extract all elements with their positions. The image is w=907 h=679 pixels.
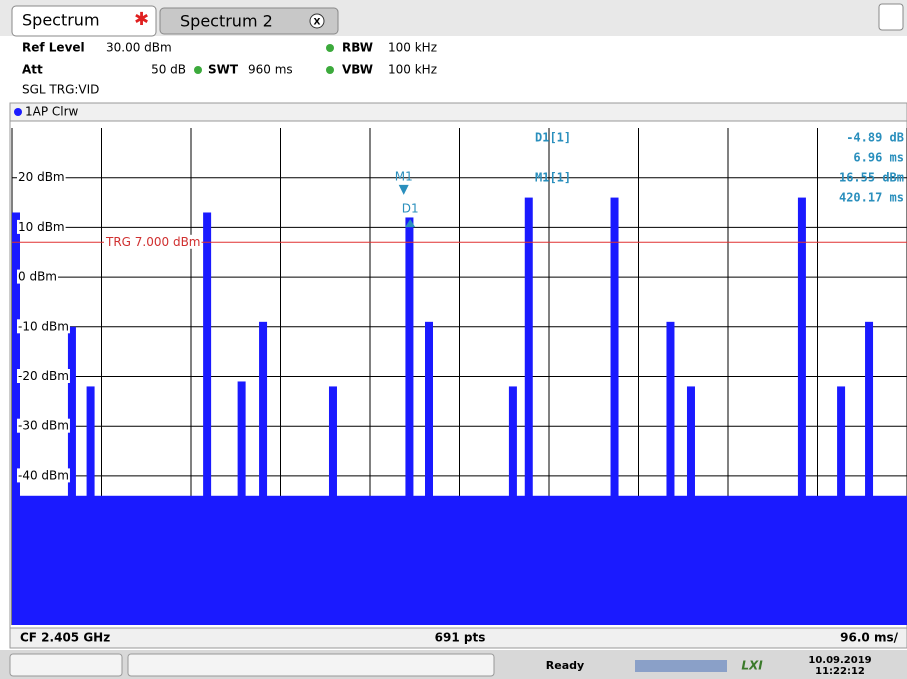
burst bbox=[203, 212, 212, 497]
y-tick-label-bg bbox=[17, 319, 70, 334]
marker-value: -4.89 dB bbox=[846, 131, 904, 145]
burst bbox=[524, 197, 533, 497]
tab-close-icon: X bbox=[314, 18, 321, 28]
footer-bar bbox=[9, 627, 907, 649]
status-date: 10.09.2019 bbox=[808, 655, 871, 666]
indicator bbox=[326, 44, 334, 52]
trace-bar bbox=[9, 102, 907, 122]
burst bbox=[686, 386, 695, 497]
burst bbox=[837, 386, 846, 497]
y-tick-label: -10 dBm bbox=[18, 319, 69, 333]
burst bbox=[865, 321, 874, 497]
tab-icon: ✱ bbox=[134, 9, 149, 30]
burst bbox=[259, 321, 268, 497]
marker-value: 420.17 ms bbox=[839, 191, 904, 205]
y-tick-label: 20 dBm bbox=[18, 170, 65, 184]
status-state: Ready bbox=[546, 659, 584, 672]
value: 100 kHz bbox=[388, 63, 437, 77]
trigger-mode: SGL TRG:VID bbox=[22, 83, 99, 97]
marker-value: 16.55 dBm bbox=[839, 171, 904, 185]
trace-indicator bbox=[14, 108, 22, 116]
y-tick-label-bg bbox=[17, 170, 66, 185]
progress bbox=[635, 660, 727, 672]
status-time: 11:22:12 bbox=[815, 666, 865, 677]
label: SWT bbox=[208, 63, 239, 77]
value: 960 ms bbox=[248, 63, 293, 77]
burst bbox=[86, 386, 95, 497]
indicator bbox=[194, 66, 202, 74]
status-field bbox=[9, 653, 123, 677]
label: RBW bbox=[342, 41, 373, 55]
y-tick-label-bg bbox=[17, 269, 58, 284]
burst bbox=[237, 381, 246, 497]
burst bbox=[610, 197, 619, 497]
plot: 20 dBm 10 dBm 0 dBm -10 dBm -20 dBm -30 dBm -4… bbox=[11, 128, 907, 625]
trace-label: 1AP Clrw bbox=[25, 105, 79, 119]
value: 30.00 dBm bbox=[106, 41, 172, 55]
burst bbox=[328, 386, 337, 497]
y-tick-label: 0 dBm bbox=[18, 270, 57, 284]
noise-floor bbox=[12, 495, 907, 625]
label: Ref Level bbox=[22, 41, 85, 55]
burst bbox=[405, 217, 414, 497]
y-tick-label-bg bbox=[17, 418, 70, 433]
label: VBW bbox=[342, 63, 373, 77]
burst bbox=[425, 321, 434, 497]
tab-label: Spectrum 2 bbox=[180, 12, 273, 31]
value: 50 dB bbox=[151, 63, 186, 77]
trigger-label-bg bbox=[104, 234, 202, 249]
label: Att bbox=[22, 63, 43, 77]
marker-readout: D1[1] bbox=[535, 131, 571, 145]
points: 691 pts bbox=[435, 631, 486, 645]
time-per-div: 96.0 ms/ bbox=[840, 631, 898, 645]
marker-value: 6.96 ms bbox=[853, 151, 904, 165]
value: 100 kHz bbox=[388, 41, 437, 55]
burst bbox=[12, 212, 20, 497]
menu-button[interactable] bbox=[878, 3, 904, 31]
marker bbox=[398, 184, 409, 195]
y-tick-label: -40 dBm bbox=[18, 468, 69, 482]
y-tick-label: -30 dBm bbox=[18, 419, 69, 433]
lxi-logo: LXI bbox=[741, 659, 763, 673]
y-tick-label-bg bbox=[17, 219, 66, 234]
delta-marker bbox=[405, 219, 416, 228]
y-tick-label: 10 dBm bbox=[18, 220, 65, 234]
y-tick-label: -20 dBm bbox=[18, 369, 69, 383]
tab-label: Spectrum bbox=[22, 11, 100, 30]
tab-close[interactable] bbox=[309, 13, 325, 29]
tab-inactive[interactable] bbox=[159, 7, 339, 35]
burst bbox=[508, 386, 517, 497]
y-tick-label-bg bbox=[17, 369, 70, 383]
status-field bbox=[127, 653, 495, 677]
trigger-label: TRG 7.000 dBm bbox=[105, 235, 201, 249]
marker-readout: M1[1] bbox=[535, 171, 571, 185]
indicator bbox=[326, 66, 334, 74]
y-tick-label-bg bbox=[17, 468, 70, 483]
center-frequency: CF 2.405 GHz bbox=[20, 631, 110, 645]
tab-active[interactable] bbox=[11, 5, 157, 37]
marker-label: D1 bbox=[402, 202, 419, 216]
marker-label: M1 bbox=[395, 169, 413, 183]
burst bbox=[67, 326, 76, 497]
burst bbox=[666, 321, 675, 497]
burst bbox=[797, 197, 806, 497]
